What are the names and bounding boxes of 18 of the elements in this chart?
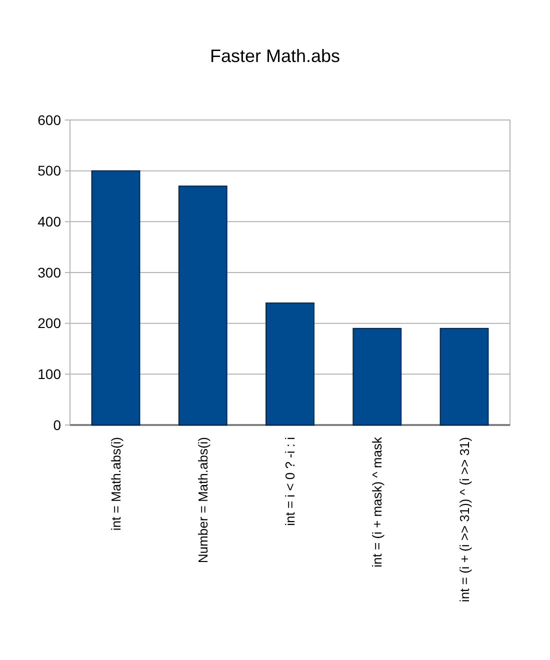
y-tick-label: 500 (38, 162, 62, 179)
chart-title: Faster Math.abs (210, 46, 340, 66)
bar (440, 328, 489, 426)
y-tick-label: 600 (38, 112, 62, 128)
x-tick-label: Number = Math.abs(i) (195, 437, 210, 564)
x-tick-label: int = i < 0 ? -i : i (282, 436, 298, 526)
x-tick-label: int = Math.abs(i) (108, 437, 124, 531)
bar (352, 328, 402, 426)
y-tick-label: 200 (38, 315, 62, 332)
y-tick-label: 0 (53, 416, 62, 433)
y-tick-label: 300 (38, 264, 62, 280)
bar (266, 302, 314, 426)
bar (91, 170, 140, 426)
x-tick-label: int = (i + (i >> 31)) ^ (i >> 31) (456, 437, 472, 602)
y-tick-label: 400 (38, 214, 62, 230)
bar (178, 186, 228, 426)
y-tick-label: 100 (38, 366, 62, 382)
x-tick-label: int = (i + mask) ^ mask (370, 436, 385, 568)
